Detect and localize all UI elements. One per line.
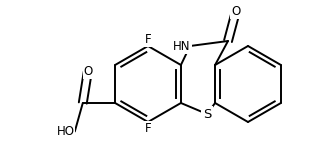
Text: O: O [231,4,241,17]
Text: HO: HO [57,125,75,138]
Text: HN: HN [172,40,190,52]
Text: O: O [83,65,92,78]
Text: F: F [145,122,151,135]
Text: F: F [145,33,151,46]
Text: S: S [203,108,211,121]
